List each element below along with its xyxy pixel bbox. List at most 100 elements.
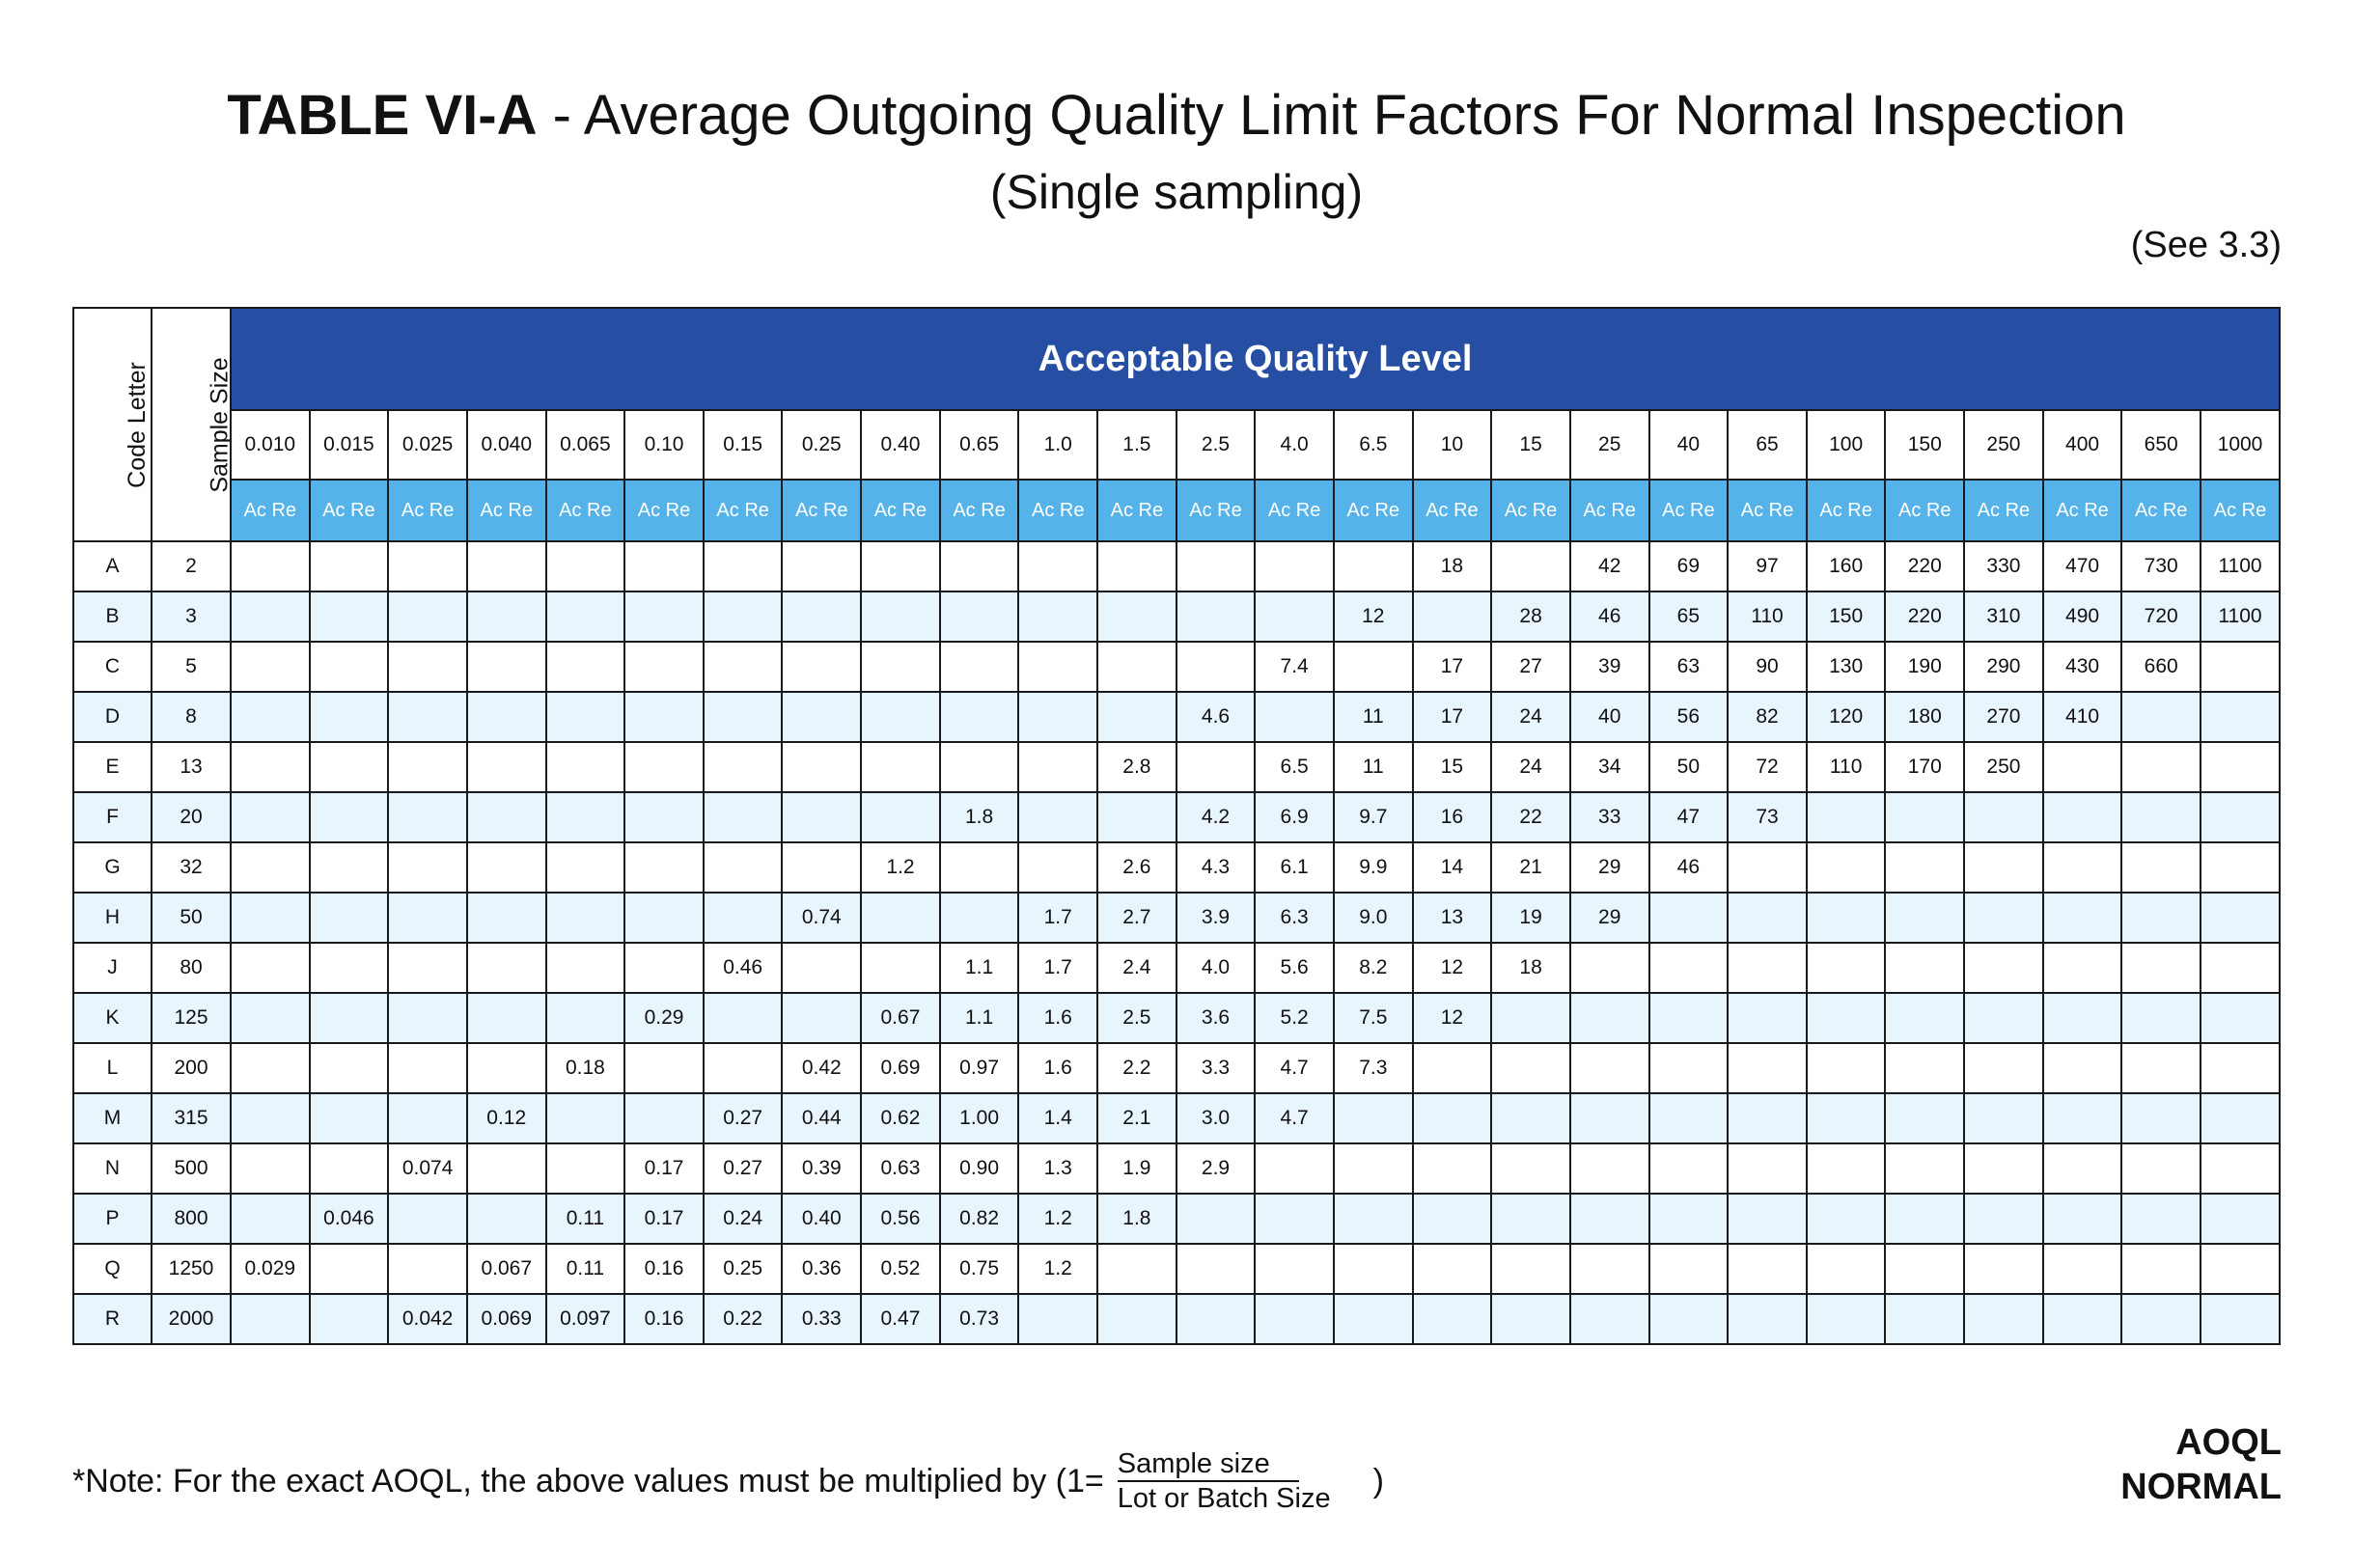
aql-level-header: 15 — [1490, 409, 1571, 481]
aoql-value-cell: 6.9 — [1254, 791, 1335, 843]
aoql-value-cell — [1332, 1092, 1414, 1144]
aoql-value-cell — [1727, 1092, 1808, 1144]
code-letter-cell: H — [72, 892, 152, 944]
aoql-value-cell: 12 — [1411, 942, 1493, 994]
aoql-value-cell — [387, 691, 468, 743]
aoql-value-cell — [1727, 841, 1808, 894]
aoql-value-cell — [387, 1092, 468, 1144]
aoql-value-cell — [860, 691, 941, 743]
ac-re-label: Ac Re — [1805, 479, 1887, 542]
aoql-value-cell — [1727, 1193, 1808, 1245]
aoql-value-cell — [1805, 1142, 1887, 1195]
aoql-value-cell — [781, 540, 863, 592]
aoql-value-cell — [387, 841, 468, 894]
aoql-value-cell — [308, 1243, 390, 1295]
aoql-value-cell: 46 — [1568, 591, 1650, 643]
aoql-value-cell — [2200, 992, 2281, 1044]
aoql-value-cell — [623, 1042, 705, 1094]
code-letter-cell: A — [72, 540, 152, 592]
ac-re-label: Ac Re — [781, 479, 863, 542]
aoql-value-cell — [2200, 1243, 2281, 1295]
aoql-value-cell: 0.16 — [623, 1243, 705, 1295]
aoql-value-cell — [702, 791, 784, 843]
aoql-value-cell — [2041, 791, 2123, 843]
aoql-value-cell — [1647, 892, 1730, 944]
aoql-value-cell — [1411, 591, 1493, 643]
aoql-value-cell: 2.8 — [1096, 741, 1177, 793]
aoql-value-cell — [230, 741, 311, 793]
aoql-value-cell — [1805, 1293, 1887, 1345]
aoql-value-cell: 0.47 — [860, 1293, 941, 1345]
aoql-value-cell — [465, 992, 547, 1044]
aoql-value-cell — [1884, 1042, 1966, 1094]
aoql-value-cell — [2120, 691, 2202, 743]
aoql-value-cell — [938, 892, 1020, 944]
aoql-value-cell — [544, 1092, 626, 1144]
aoql-value-cell — [2200, 791, 2281, 843]
ac-re-label: Ac Re — [387, 479, 468, 542]
aoql-value-cell — [702, 540, 784, 592]
code-letter-cell: J — [72, 942, 152, 994]
aoql-value-cell — [2120, 992, 2202, 1044]
aoql-value-cell: 0.82 — [938, 1193, 1020, 1245]
aoql-value-cell — [230, 540, 311, 592]
aql-level-header: 0.15 — [702, 409, 784, 481]
aoql-value-cell: 220 — [1884, 540, 1966, 592]
aoql-value-cell — [1727, 1042, 1808, 1094]
aql-level-header: 0.015 — [308, 409, 390, 481]
aoql-value-cell: 18 — [1490, 942, 1571, 994]
aoql-value-cell — [1647, 1042, 1730, 1094]
aoql-value-cell: 0.75 — [938, 1243, 1020, 1295]
aoql-value-cell — [1884, 841, 1966, 894]
aql-level-header: 0.040 — [465, 409, 547, 481]
aoql-value-cell: 0.69 — [860, 1042, 941, 1094]
aoql-value-cell — [465, 942, 547, 994]
aoql-value-cell — [1647, 1293, 1730, 1345]
aoql-value-cell: 28 — [1490, 591, 1571, 643]
aoql-value-cell — [387, 641, 468, 693]
sample-size-cell: 13 — [151, 741, 232, 793]
table-row: J 80 0.46 1.1 1.7 2.4 4.0 5.6 8.2 12 18 — [72, 942, 2281, 994]
aoql-value-cell: 5.6 — [1254, 942, 1335, 994]
aoql-value-cell: 1.00 — [938, 1092, 1020, 1144]
aoql-value-cell: 0.097 — [544, 1293, 626, 1345]
aoql-value-cell: 13 — [1411, 892, 1493, 944]
aoql-value-cell — [1805, 1042, 1887, 1094]
aoql-value-cell — [1727, 992, 1808, 1044]
aoql-value-cell — [1568, 1142, 1650, 1195]
aoql-value-cell — [1017, 1293, 1099, 1345]
aoql-value-cell — [465, 591, 547, 643]
aoql-value-cell: 4.2 — [1175, 791, 1257, 843]
aoql-value-cell: 7.3 — [1332, 1042, 1414, 1094]
aoql-value-cell — [1568, 1193, 1650, 1245]
aoql-value-cell — [2200, 741, 2281, 793]
aoql-value-cell — [1096, 691, 1177, 743]
aoql-value-cell: 160 — [1805, 540, 1887, 592]
aoql-value-cell: 0.36 — [781, 1243, 863, 1295]
aoql-value-cell — [1017, 540, 1099, 592]
aoql-value-cell: 29 — [1568, 892, 1650, 944]
aoql-value-cell: 16 — [1411, 791, 1493, 843]
aoql-value-cell — [387, 591, 468, 643]
table-row: N 500 0.074 0.17 0.27 0.39 0.63 0.90 1.3 1.9 2.9 — [72, 1142, 2281, 1195]
aoql-value-cell: 73 — [1727, 791, 1808, 843]
title-description: - Average Outgoing Quality Limit Factors… — [537, 84, 2126, 147]
aoql-value-cell: 1.6 — [1017, 1042, 1099, 1094]
aoql-value-cell — [702, 641, 784, 693]
aoql-value-cell — [2120, 791, 2202, 843]
aoql-value-cell: 6.3 — [1254, 892, 1335, 944]
ac-re-label: Ac Re — [1096, 479, 1177, 542]
aoql-value-cell — [1332, 1142, 1414, 1195]
aoql-value-cell: 0.27 — [702, 1142, 784, 1195]
aoql-value-cell — [938, 540, 1020, 592]
aoql-value-cell: 12 — [1411, 992, 1493, 1044]
aoql-value-cell: 2.1 — [1096, 1092, 1177, 1144]
aql-level-header: 6.5 — [1332, 409, 1414, 481]
aoql-value-cell: 24 — [1490, 691, 1571, 743]
aql-level-header: 1000 — [2200, 409, 2281, 481]
aoql-value-cell: 0.029 — [230, 1243, 311, 1295]
aoql-value-cell — [938, 691, 1020, 743]
aql-level-header: 0.010 — [230, 409, 311, 481]
aoql-value-cell — [1568, 1092, 1650, 1144]
aoql-value-cell — [781, 791, 863, 843]
